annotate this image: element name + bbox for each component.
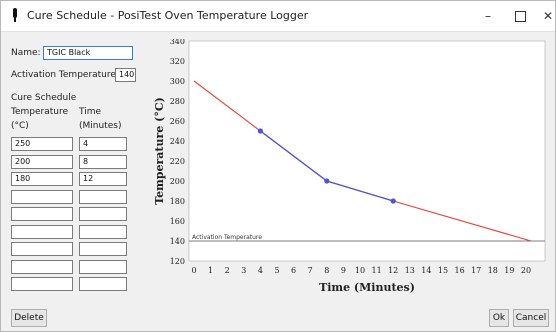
column-header-temperature-unit: (°C) [11, 121, 29, 131]
schedule-temperature-input[interactable] [11, 224, 73, 239]
schedule-time-input[interactable] [79, 207, 127, 221]
y-tick-label: 160 [170, 217, 185, 226]
x-tick-label: 18 [488, 266, 498, 275]
x-tick-label: 17 [471, 266, 481, 275]
y-tick-label: 240 [170, 137, 185, 146]
activation-temperature-label: Activation Temperature [11, 70, 116, 80]
x-tick-label: 6 [291, 266, 296, 275]
schedule-time-input[interactable]: 4 [79, 137, 127, 151]
plot-area [188, 40, 546, 262]
column-header-time: Time [79, 107, 102, 117]
x-tick-label: 3 [241, 266, 246, 275]
x-tick-label: 20 [521, 266, 531, 275]
schedule-time-input[interactable] [79, 259, 127, 274]
cure-schedule-label: Cure Schedule [11, 93, 77, 103]
x-tick-label: 9 [341, 266, 346, 275]
x-tick-label: 16 [455, 266, 465, 275]
schedule-point[interactable] [390, 198, 396, 204]
y-tick-label: 200 [170, 177, 185, 186]
schedule-time-input[interactable] [79, 242, 127, 256]
schedule-point[interactable] [257, 128, 263, 134]
schedule-time-input[interactable]: 8 [79, 154, 127, 169]
x-tick-label: 0 [191, 266, 196, 275]
schedule-time-input[interactable] [79, 224, 127, 239]
x-tick-label: 10 [355, 266, 365, 275]
x-tick-label: 14 [421, 266, 431, 275]
minimize-button[interactable]: – [471, 1, 505, 31]
y-axis-label: Temperature (°C) [153, 97, 166, 205]
activation-temperature-input[interactable]: 140 [115, 68, 136, 82]
x-tick-label: 11 [372, 266, 382, 275]
schedule-time-input[interactable]: 12 [79, 172, 127, 186]
x-tick-label: 1 [208, 266, 213, 275]
column-header-time-unit: (Minutes) [79, 121, 122, 131]
schedule-point[interactable] [324, 178, 330, 184]
schedule-temperature-input[interactable] [11, 277, 73, 291]
y-tick-label: 340 [170, 39, 185, 46]
schedule-temperature-input[interactable]: 180 [11, 172, 73, 186]
y-tick-label: 280 [170, 97, 185, 106]
name-input[interactable]: TGIC Black [43, 46, 133, 60]
schedule-time-input[interactable] [79, 277, 127, 291]
close-icon: ✕ [542, 9, 554, 23]
maximize-button[interactable] [503, 1, 537, 31]
name-label: Name: [11, 48, 41, 58]
schedule-temperature-input[interactable]: 200 [11, 154, 73, 169]
schedule-temperature-input[interactable]: 250 [11, 137, 73, 151]
x-tick-label: 15 [438, 266, 448, 275]
app-icon [13, 8, 17, 22]
window-title: Cure Schedule - PosiTest Oven Temperatur… [27, 9, 309, 22]
ok-button[interactable]: Ok [489, 309, 509, 327]
schedule-temperature-input[interactable] [11, 242, 73, 256]
x-tick-label: 5 [274, 266, 279, 275]
schedule-temperature-input[interactable] [11, 207, 73, 221]
y-tick-label: 180 [170, 197, 185, 206]
schedule-time-input[interactable] [79, 189, 127, 204]
cancel-button[interactable]: Cancel [513, 309, 549, 327]
schedule-temperature-input[interactable] [11, 189, 73, 204]
x-tick-label: 19 [504, 266, 514, 275]
x-tick-label: 13 [405, 266, 415, 275]
y-tick-label: 140 [170, 237, 185, 246]
cure-schedule-form: Name: TGIC Black Activation Temperature … [11, 39, 141, 301]
y-tick-label: 320 [170, 57, 185, 66]
close-button[interactable]: ✕ [531, 1, 556, 31]
x-tick-label: 7 [308, 266, 313, 275]
title-bar[interactable]: Cure Schedule - PosiTest Oven Temperatur… [1, 1, 555, 32]
activation-temperature-annotation: Activation Temperature [192, 234, 262, 241]
y-tick-label: 260 [170, 117, 185, 126]
x-tick-label: 8 [324, 266, 329, 275]
maximize-icon [514, 10, 526, 22]
y-tick-label: 120 [170, 257, 185, 266]
minimize-icon: – [485, 9, 491, 23]
schedule-temperature-input[interactable] [11, 259, 73, 274]
y-tick-label: 220 [170, 157, 185, 166]
x-tick-label: 2 [225, 266, 230, 275]
column-header-temperature: Temperature [11, 107, 69, 117]
x-tick-label: 4 [258, 266, 263, 275]
x-tick-label: 12 [388, 266, 398, 275]
delete-button[interactable]: Delete [11, 309, 47, 327]
y-tick-label: 300 [170, 77, 185, 86]
x-axis-label: Time (Minutes) [319, 281, 415, 294]
